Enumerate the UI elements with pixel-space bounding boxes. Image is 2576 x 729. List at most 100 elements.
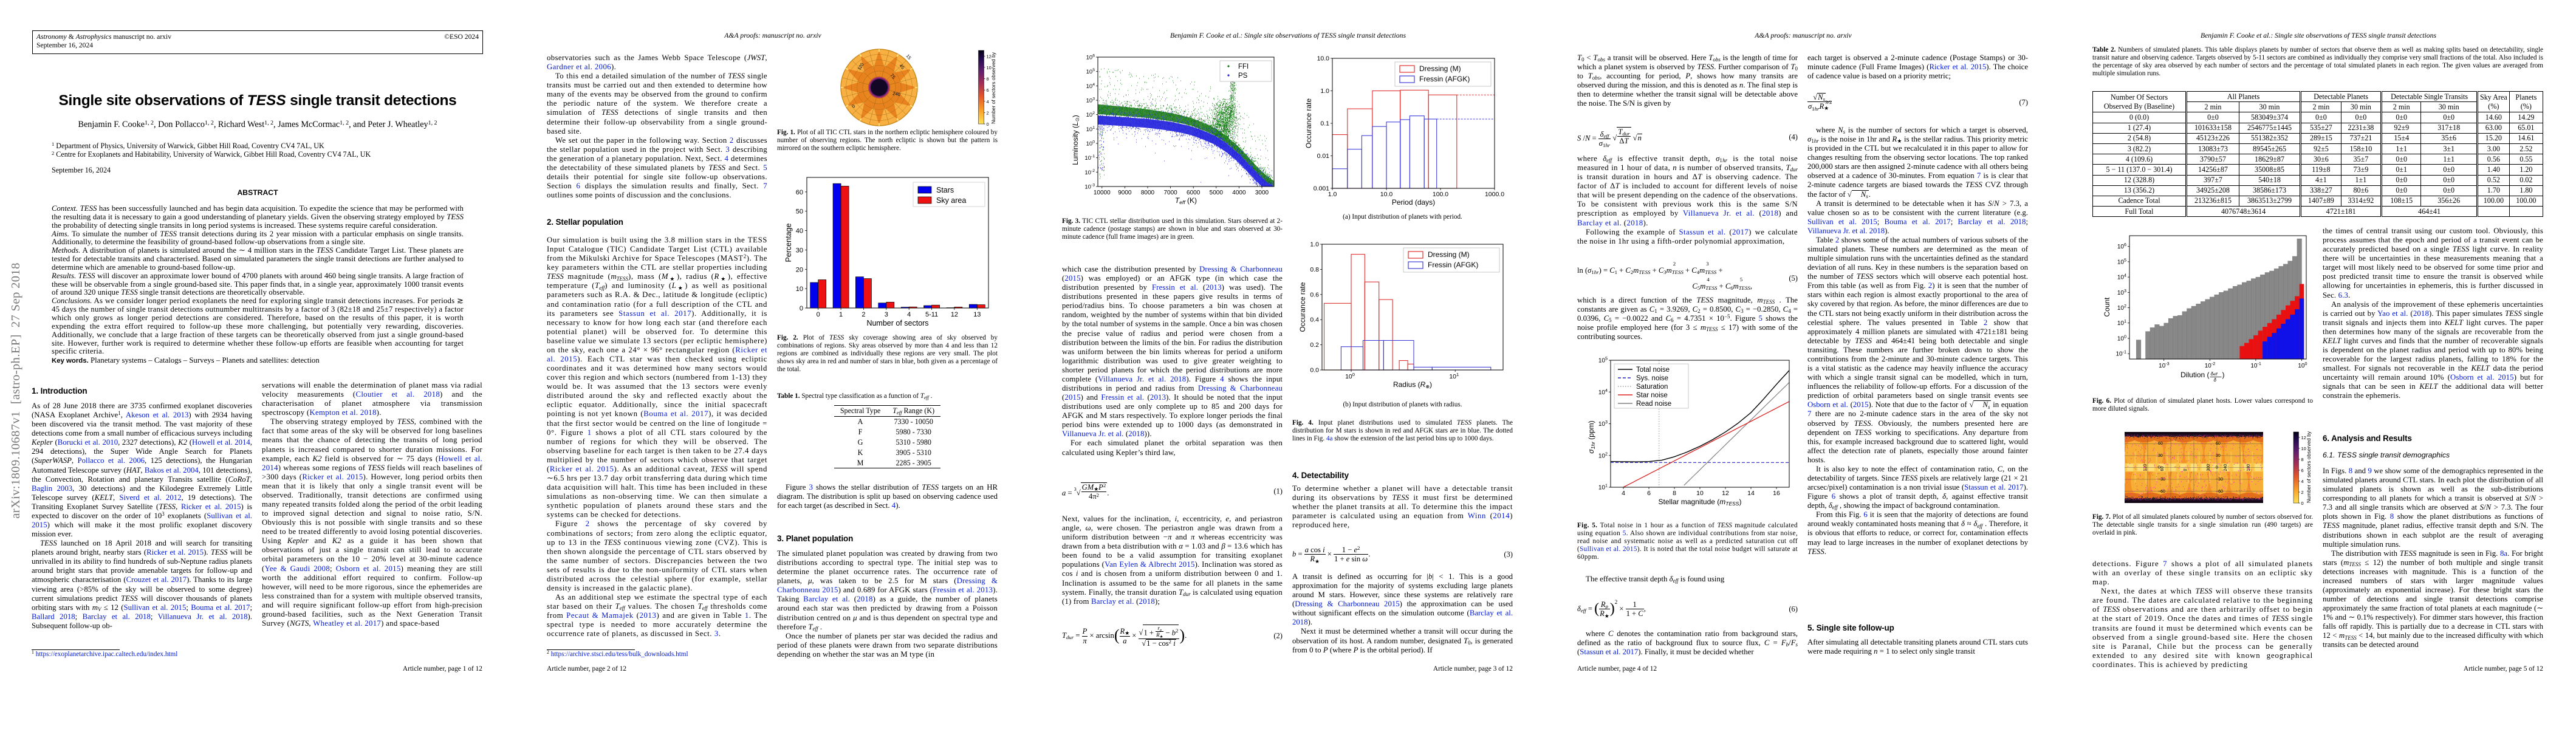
svg-text:10-2: 10-2	[1084, 169, 1095, 176]
svg-text:300: 300	[2207, 464, 2211, 471]
svg-text:8: 8	[1673, 490, 1676, 497]
svg-text:Occurance rate: Occurance rate	[1304, 98, 1313, 148]
svg-text:δ: δ	[2214, 377, 2217, 383]
svg-text:1.0: 1.0	[1328, 191, 1337, 198]
svg-text:30: 30	[2158, 454, 2163, 458]
svg-text:0: 0	[851, 103, 856, 109]
svg-text:102: 102	[1598, 451, 1608, 459]
svg-text:10: 10	[796, 286, 803, 293]
svg-text:10-1: 10-1	[2115, 349, 2126, 358]
svg-text:8000: 8000	[1141, 190, 1155, 196]
svg-text:0.0: 0.0	[1310, 367, 1319, 374]
svg-text:Luminosity (L⊙): Luminosity (L⊙)	[1071, 115, 1080, 165]
svg-text:4: 4	[2301, 479, 2304, 484]
svg-text:101: 101	[1086, 126, 1095, 133]
svg-text:12: 12	[951, 311, 958, 318]
svg-text:1: 1	[839, 311, 843, 318]
svg-text:3: 3	[885, 311, 888, 318]
svg-text:Number of sectors observed by: Number of sectors observed by	[2306, 431, 2312, 503]
svg-text:6: 6	[1647, 490, 1651, 497]
svg-text:4000: 4000	[1232, 190, 1246, 196]
svg-text:30: 30	[2216, 454, 2221, 458]
svg-text:60: 60	[2158, 442, 2163, 446]
svg-text:Stellar magnitude (mTESS): Stellar magnitude (mTESS)	[1659, 498, 1742, 507]
svg-text:−30: −30	[2158, 477, 2165, 482]
svg-text:10-3: 10-3	[2159, 361, 2170, 369]
svg-text:10.0: 10.0	[1317, 55, 1330, 63]
svg-text:10-1: 10-1	[1084, 154, 1095, 162]
svg-text:8: 8	[987, 77, 989, 82]
svg-text:100: 100	[2298, 361, 2307, 369]
svg-text:100: 100	[1345, 372, 1355, 380]
svg-text:0.001: 0.001	[1314, 185, 1329, 193]
svg-text:0.2: 0.2	[1310, 341, 1319, 349]
svg-text:2: 2	[862, 311, 865, 318]
svg-text:5-11: 5-11	[925, 311, 938, 318]
svg-text:10-2: 10-2	[2205, 361, 2216, 369]
svg-text:105: 105	[2117, 257, 2126, 265]
svg-text:): )	[2222, 371, 2225, 379]
svg-text:10-1: 10-1	[2250, 361, 2261, 369]
svg-text:Sky area: Sky area	[936, 196, 966, 205]
svg-text:1000.0: 1000.0	[1485, 191, 1504, 198]
svg-text:102: 102	[2117, 303, 2126, 312]
svg-text:Fressin (AFGK): Fressin (AFGK)	[1428, 261, 1478, 269]
svg-text:FFI: FFI	[1238, 63, 1249, 70]
svg-text:Occurance rate: Occurance rate	[1298, 282, 1307, 332]
svg-text:1.0: 1.0	[1310, 241, 1319, 248]
svg-text:Total noise: Total noise	[1636, 366, 1670, 374]
svg-text:Number of sectors observed by: Number of sectors observed by	[990, 52, 996, 124]
svg-text:16: 16	[1773, 490, 1780, 497]
svg-text:4: 4	[1622, 490, 1625, 497]
svg-text:6: 6	[2301, 468, 2304, 473]
svg-text:104: 104	[1598, 388, 1608, 396]
svg-text:12: 12	[1722, 490, 1729, 497]
svg-text:0: 0	[2184, 469, 2188, 471]
svg-text:3000: 3000	[1255, 190, 1269, 196]
svg-text:−60: −60	[2216, 490, 2223, 494]
svg-text:1.0: 1.0	[1320, 87, 1329, 95]
svg-text:0: 0	[2301, 501, 2304, 506]
svg-text:Stars: Stars	[936, 186, 954, 194]
svg-text:120: 120	[2143, 464, 2148, 471]
svg-text:103: 103	[1598, 419, 1608, 428]
svg-text:103: 103	[1086, 97, 1095, 104]
svg-text:180: 180	[2247, 464, 2251, 471]
svg-text:0: 0	[987, 122, 989, 127]
svg-text:240: 240	[2224, 464, 2228, 471]
svg-text:60: 60	[2216, 442, 2221, 446]
svg-text:2: 2	[987, 110, 989, 115]
svg-text:Radius (R⊕): Radius (R⊕)	[1393, 380, 1432, 389]
svg-text:δeff: δeff	[2211, 371, 2218, 377]
svg-text:0: 0	[800, 305, 803, 312]
svg-text:PS: PS	[1238, 72, 1248, 80]
svg-text:100: 100	[1086, 140, 1095, 148]
svg-text:4: 4	[987, 99, 989, 104]
svg-text:Read noise: Read noise	[1636, 400, 1671, 408]
svg-text:12: 12	[987, 53, 992, 59]
svg-text:7000: 7000	[1163, 190, 1177, 196]
svg-text:Sys. noise: Sys. noise	[1636, 375, 1668, 382]
svg-text:2: 2	[2301, 490, 2304, 495]
svg-text:−60: −60	[2158, 490, 2165, 494]
svg-text:106: 106	[1086, 54, 1095, 61]
svg-text:10000: 10000	[1094, 190, 1111, 196]
svg-text:Number of sectors: Number of sectors	[866, 319, 928, 327]
svg-text:0.01: 0.01	[1317, 152, 1330, 160]
svg-text:30: 30	[796, 247, 803, 254]
svg-text:σ1hr (ppm): σ1hr (ppm)	[1587, 420, 1596, 453]
svg-text:Dressing (M): Dressing (M)	[1428, 250, 1470, 259]
svg-text:0.8: 0.8	[1310, 266, 1319, 273]
svg-text:0: 0	[2158, 466, 2160, 470]
svg-text:12: 12	[2301, 435, 2306, 440]
svg-text:0.1: 0.1	[1320, 120, 1329, 128]
svg-text:9000: 9000	[1118, 190, 1132, 196]
svg-text:Saturation: Saturation	[1636, 383, 1668, 391]
svg-text:14: 14	[1747, 490, 1755, 497]
svg-text:Teff (K): Teff (K)	[1175, 196, 1197, 205]
svg-text:100: 100	[2117, 334, 2126, 342]
svg-text:8: 8	[2301, 457, 2304, 462]
svg-text:10.0: 10.0	[1380, 191, 1393, 198]
svg-text:104: 104	[1086, 83, 1095, 90]
svg-text:10: 10	[2301, 446, 2306, 451]
